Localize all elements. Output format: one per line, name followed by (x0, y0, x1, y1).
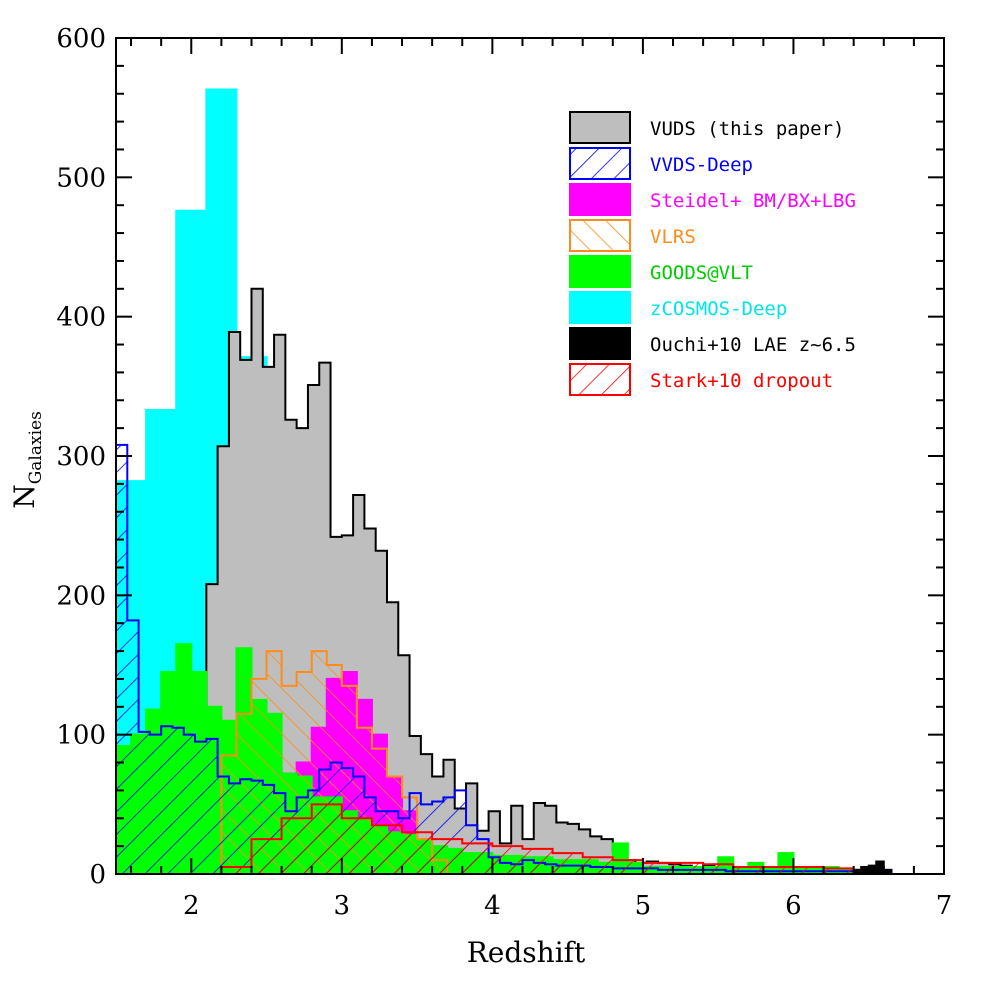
legend-item-goods-vlt: GOODS@VLT (569, 255, 753, 288)
legend-label: zCOSMOS-Deep (650, 298, 787, 320)
legend-label: Steidel+ BM/BX+LBG (650, 190, 856, 212)
y-tick-label: 400 (56, 303, 106, 333)
series-stark-10-dropout-bars (191, 803, 885, 874)
y-axis-title-sub: Galaxies (26, 411, 46, 484)
legend-item-vuds-this-paper: VUDS (this paper) (569, 111, 844, 144)
legend-swatch (569, 183, 631, 216)
series-ouchi-10-lae-z-6-5-bars (852, 860, 893, 874)
legend-label: VVDS-Deep (650, 154, 753, 176)
x-tick-label: 5 (635, 891, 652, 921)
x-axis-title: Redshift (467, 936, 586, 969)
legend-label: GOODS@VLT (650, 262, 753, 284)
y-axis-title-main: N (8, 484, 41, 509)
legend-swatch (569, 147, 631, 180)
legend-item-stark-10-dropout: Stark+10 dropout (569, 363, 833, 396)
legend-swatch (569, 363, 631, 396)
legend-item-zcosmos-deep: zCOSMOS-Deep (569, 291, 787, 324)
legend-item-vlrs: VLRS (569, 219, 696, 252)
legend-item-ouchi-10-lae-z-6-5: Ouchi+10 LAE z~6.5 (569, 327, 856, 360)
y-tick-label: 600 (56, 24, 106, 54)
legend: VUDS (this paper) VVDS-Deep Steidel+ BM/BX… (569, 111, 856, 396)
legend-swatch (569, 327, 631, 360)
legend-label: Stark+10 dropout (650, 370, 833, 392)
legend-item-steidel-bm-bx-lbg: Steidel+ BM/BX+LBG (569, 183, 856, 216)
legend-swatch (569, 255, 631, 288)
legend-swatch (569, 291, 631, 324)
y-tick-label: 100 (56, 721, 106, 751)
x-tick-label: 4 (484, 891, 501, 921)
series-stark-10-dropout (191, 803, 885, 874)
svg-text:NGalaxies: NGalaxies (8, 411, 46, 509)
x-tick-label: 2 (183, 891, 200, 921)
series-layer (116, 88, 893, 874)
series-ouchi-10-lae-z-6-5 (852, 860, 893, 874)
legend-swatch (569, 219, 631, 252)
y-axis-title: NGalaxies (8, 411, 46, 509)
legend-label: VLRS (650, 226, 696, 248)
legend-item-vvds-deep: VVDS-Deep (569, 147, 753, 180)
x-tick-label: 6 (785, 891, 802, 921)
y-tick-label: 300 (56, 442, 106, 472)
legend-label: Ouchi+10 LAE z~6.5 (650, 334, 856, 356)
y-tick-label: 200 (56, 581, 106, 611)
legend-swatch (569, 111, 631, 144)
legend-label: VUDS (this paper) (650, 118, 844, 140)
ticks-layer: 2 3 4 5 6 7 0 100 200 300 400 500 600 (56, 24, 952, 921)
x-tick-label: 7 (936, 891, 953, 921)
y-tick-label: 500 (56, 163, 106, 193)
y-tick-label: 0 (89, 860, 106, 890)
x-tick-label: 3 (334, 891, 351, 921)
